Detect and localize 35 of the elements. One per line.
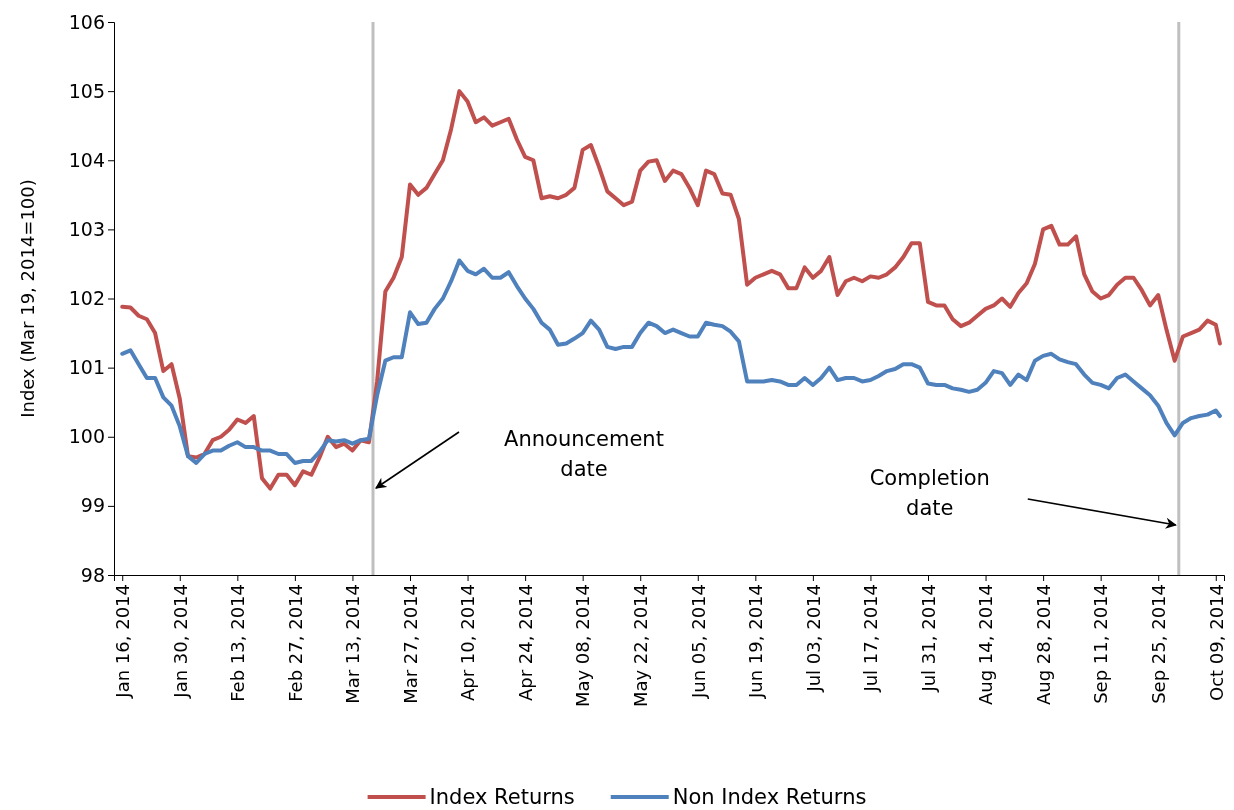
x-tick-label: Jul 03, 2014 xyxy=(802,584,824,693)
x-tick-label: Jun 05, 2014 xyxy=(687,584,709,700)
annotation: Announcement date xyxy=(504,427,664,482)
y-tick-label: 106 xyxy=(68,10,105,33)
x-tick-label: Apr 24, 2014 xyxy=(514,584,536,702)
x-tick-label: Aug 14, 2014 xyxy=(975,584,997,706)
y-tick-label: 105 xyxy=(68,79,105,102)
legend-label: Index Returns xyxy=(429,785,575,809)
x-tick-label: Sep 11, 2014 xyxy=(1090,584,1112,704)
y-tick-label: 98 xyxy=(80,563,105,586)
y-tick-label: 101 xyxy=(68,356,105,379)
y-tick-label: 104 xyxy=(68,148,105,171)
x-tick-label: May 08, 2014 xyxy=(572,584,594,708)
line-series xyxy=(120,89,1222,491)
x-tick-label: Jan 30, 2014 xyxy=(169,584,191,699)
x-tick-label: Aug 28, 2014 xyxy=(1032,584,1054,706)
x-tick-label: Mar 27, 2014 xyxy=(399,584,421,704)
legend-label: Non Index Returns xyxy=(672,785,867,809)
y-tick-label: 103 xyxy=(68,217,105,240)
y-tick-label: 99 xyxy=(80,494,105,517)
y-tick-label: 102 xyxy=(68,287,105,310)
x-tick-label: Sep 25, 2014 xyxy=(1148,584,1170,704)
annotation: Completion date xyxy=(869,466,990,521)
x-tick-label: Feb 27, 2014 xyxy=(284,584,306,702)
x-tick-label: Oct 09, 2014 xyxy=(1205,584,1227,701)
x-tick-label: Jul 31, 2014 xyxy=(917,584,939,693)
x-tick-label: Apr 10, 2014 xyxy=(457,584,479,702)
x-tick-label: May 22, 2014 xyxy=(630,584,652,708)
x-tick-label: Jul 17, 2014 xyxy=(860,584,882,693)
x-tick-label: Jun 19, 2014 xyxy=(745,584,767,700)
x-tick-label: Mar 13, 2014 xyxy=(342,584,364,704)
x-tick-label: Jan 16, 2014 xyxy=(112,584,134,699)
y-tick-label: 100 xyxy=(68,425,105,448)
y-axis-title: Index (Mar 19, 2014=100) xyxy=(17,179,38,418)
x-tick-label: Feb 13, 2014 xyxy=(227,584,249,702)
